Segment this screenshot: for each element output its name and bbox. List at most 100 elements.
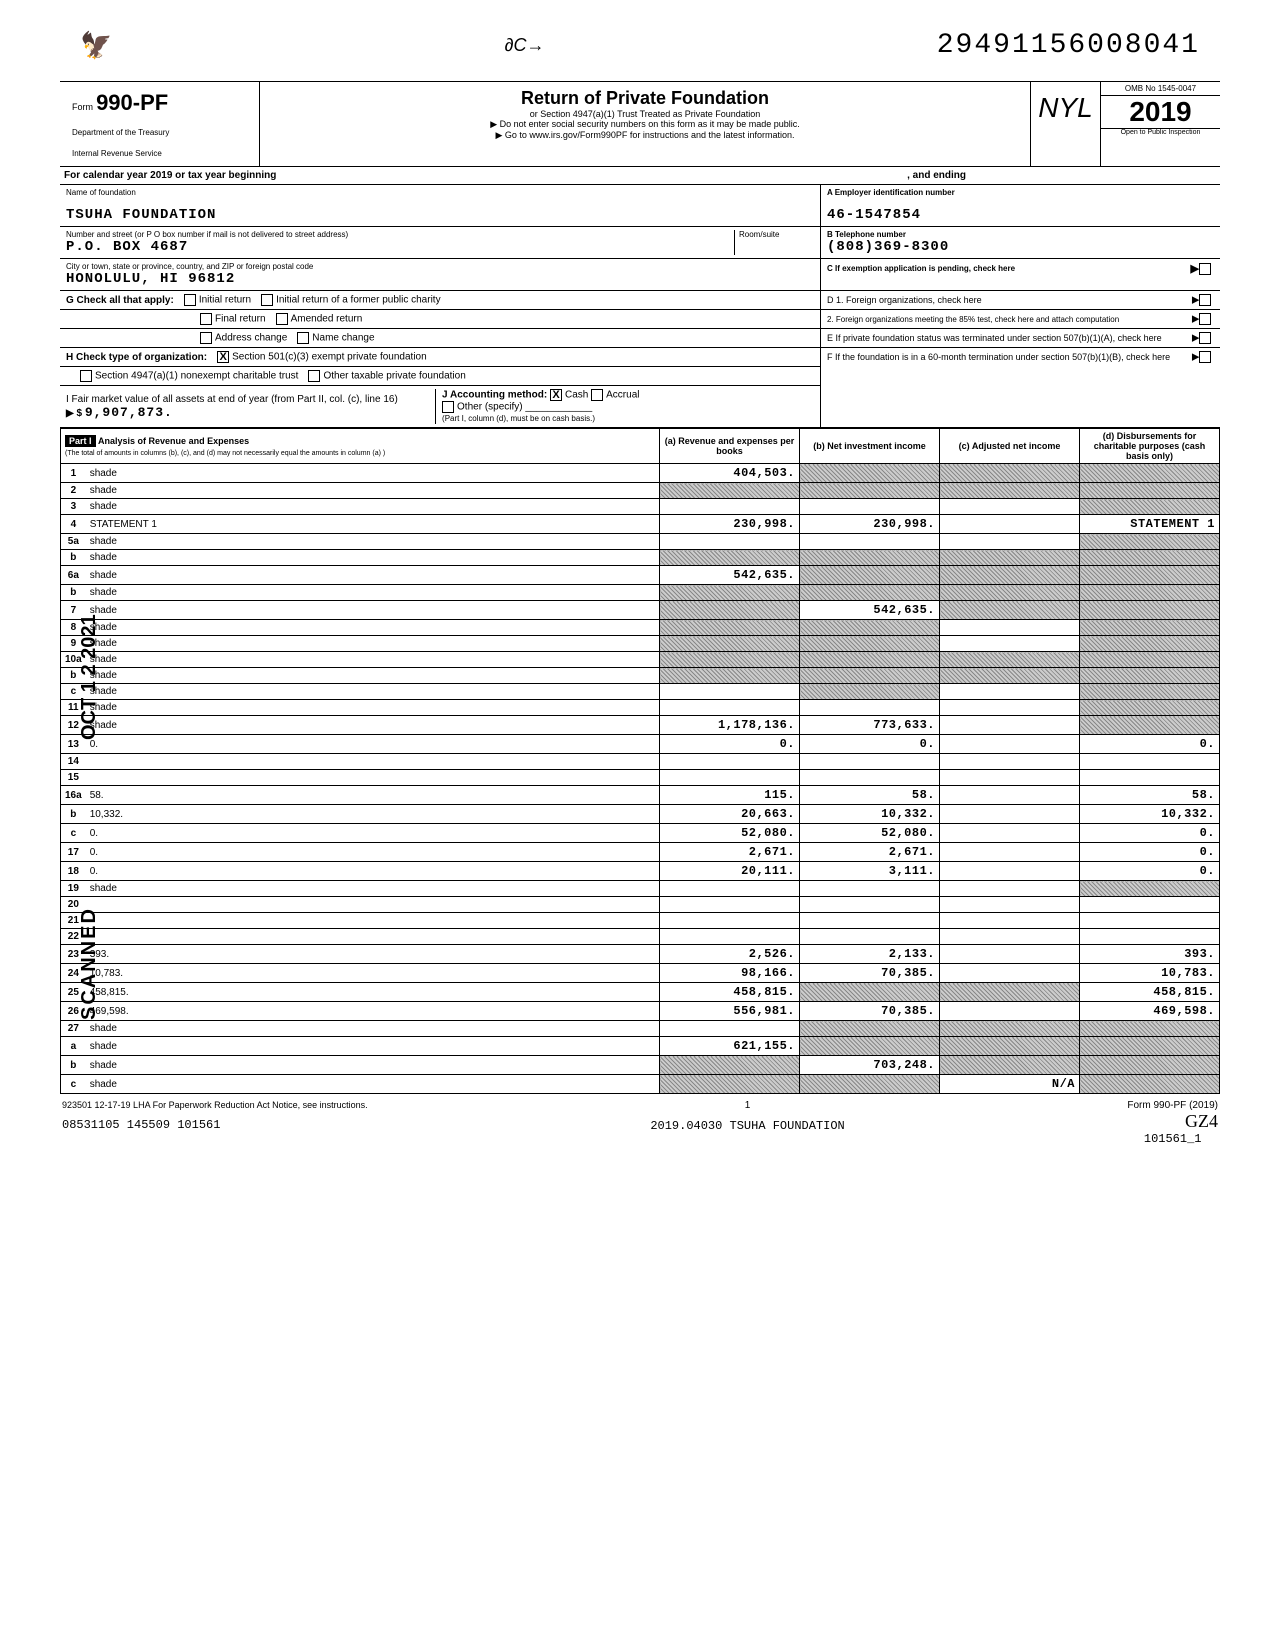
cell-d xyxy=(1080,550,1220,566)
cell-a xyxy=(660,770,800,786)
cell-c xyxy=(940,499,1080,515)
cell-c xyxy=(940,652,1080,668)
cell-d xyxy=(1080,636,1220,652)
part1-subtitle: (The total of amounts in columns (b), (c… xyxy=(65,450,385,457)
opt-initial-former: Initial return of a former public charit… xyxy=(276,295,441,306)
cell-c xyxy=(940,550,1080,566)
table-row: 170.2,671.2,671.0. xyxy=(61,843,1220,862)
table-row: 19shade xyxy=(61,881,1220,897)
line-number: c xyxy=(61,824,86,843)
checkbox-final-return[interactable] xyxy=(200,313,212,325)
line-number: b xyxy=(61,805,86,824)
checkbox-initial-return[interactable] xyxy=(184,294,196,306)
cell-b xyxy=(800,550,940,566)
table-row: 7shade542,635. xyxy=(61,601,1220,620)
checkbox-d1[interactable] xyxy=(1199,294,1211,306)
cell-b xyxy=(800,652,940,668)
line-number: 4 xyxy=(61,515,86,534)
cell-d xyxy=(1080,499,1220,515)
cell-a xyxy=(660,652,800,668)
line-number: 5a xyxy=(61,534,86,550)
cell-c xyxy=(940,786,1080,805)
cell-d xyxy=(1080,566,1220,585)
line-number: b xyxy=(61,1056,86,1075)
cell-d xyxy=(1080,897,1220,913)
table-row: 21 xyxy=(61,913,1220,929)
opt-initial-return: Initial return xyxy=(199,295,251,306)
cell-d xyxy=(1080,601,1220,620)
cell-b xyxy=(800,929,940,945)
cell-c xyxy=(940,620,1080,636)
cell-b: 70,385. xyxy=(800,1002,940,1021)
checkbox-e[interactable] xyxy=(1199,332,1211,344)
col-a-header: (a) Revenue and expenses per books xyxy=(660,429,800,464)
table-row: 14 xyxy=(61,754,1220,770)
part1-title: Analysis of Revenue and Expenses xyxy=(98,436,249,446)
checkbox-accrual[interactable] xyxy=(591,389,603,401)
cell-a: 52,080. xyxy=(660,824,800,843)
cell-d xyxy=(1080,754,1220,770)
cell-c xyxy=(940,824,1080,843)
cell-c xyxy=(940,700,1080,716)
checkbox-amended[interactable] xyxy=(276,313,288,325)
checkbox-d2[interactable] xyxy=(1199,313,1211,325)
cell-b xyxy=(800,534,940,550)
line-description: shade xyxy=(86,881,660,897)
cell-a: 556,981. xyxy=(660,1002,800,1021)
opt-name-change: Name change xyxy=(312,333,374,344)
table-row: 15 xyxy=(61,770,1220,786)
table-row: 8shade xyxy=(61,620,1220,636)
cell-a xyxy=(660,601,800,620)
line-description: 58. xyxy=(86,786,660,805)
checkbox-cash[interactable]: X xyxy=(550,389,562,401)
checkbox-f[interactable] xyxy=(1199,351,1211,363)
opt-address-change: Address change xyxy=(215,333,287,344)
cell-a: 542,635. xyxy=(660,566,800,585)
cell-d: 58. xyxy=(1080,786,1220,805)
cell-a xyxy=(660,483,800,499)
checkbox-501c3[interactable]: X xyxy=(217,351,229,363)
cell-b xyxy=(800,483,940,499)
checkbox-other-method[interactable] xyxy=(442,401,454,413)
dept-irs: Internal Revenue Service xyxy=(72,149,247,158)
line-description: 0. xyxy=(86,735,660,754)
checkbox-address-change[interactable] xyxy=(200,332,212,344)
cell-b xyxy=(800,668,940,684)
cell-a: 115. xyxy=(660,786,800,805)
line-description xyxy=(86,913,660,929)
e-label: E If private foundation status was termi… xyxy=(827,333,1162,343)
cell-a: 1,178,136. xyxy=(660,716,800,735)
open-inspection: Open to Public Inspection xyxy=(1101,128,1220,136)
part1-table: Part I Analysis of Revenue and Expenses … xyxy=(60,428,1220,1094)
part1-tag: Part I xyxy=(65,435,96,447)
j-note: (Part I, column (d), must be on cash bas… xyxy=(442,414,595,423)
cell-d xyxy=(1080,1037,1220,1056)
checkbox-4947[interactable] xyxy=(80,370,92,382)
footer-lha: 923501 12-17-19 LHA For Paperwork Reduct… xyxy=(62,1100,368,1110)
h-label: H Check type of organization: xyxy=(66,352,207,363)
cell-d: 0. xyxy=(1080,843,1220,862)
line-description: shade xyxy=(86,464,660,483)
table-row: 4STATEMENT 1230,998.230,998.STATEMENT 1 xyxy=(61,515,1220,534)
cell-c: N/A xyxy=(940,1075,1080,1094)
line-description: shade xyxy=(86,566,660,585)
line-description: shade xyxy=(86,716,660,735)
cell-c xyxy=(940,515,1080,534)
line-number: 18 xyxy=(61,862,86,881)
checkbox-initial-former[interactable] xyxy=(261,294,273,306)
line-description: shade xyxy=(86,1021,660,1037)
checkbox-other-taxable[interactable] xyxy=(308,370,320,382)
form-subtitle-2: ▶ Do not enter social security numbers o… xyxy=(266,119,1024,130)
cell-d xyxy=(1080,585,1220,601)
cell-c xyxy=(940,805,1080,824)
calendar-year-mid: , and ending xyxy=(907,170,966,181)
line-description: 393. xyxy=(86,945,660,964)
checkbox-name-change[interactable] xyxy=(297,332,309,344)
cell-c xyxy=(940,897,1080,913)
cell-b xyxy=(800,620,940,636)
table-row: cshadeN/A xyxy=(61,1075,1220,1094)
calendar-year-prefix: For calendar year 2019 or tax year begin… xyxy=(64,170,276,181)
cell-b xyxy=(800,700,940,716)
cell-a xyxy=(660,550,800,566)
cell-c xyxy=(940,534,1080,550)
